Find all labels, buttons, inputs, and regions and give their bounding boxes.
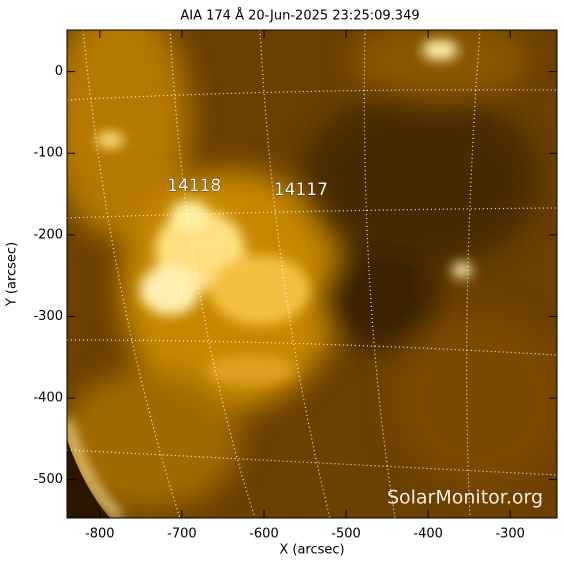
x-tick-label: -800: [85, 527, 115, 542]
y-tick-label: -200: [33, 227, 63, 242]
x-tick-label: -300: [495, 527, 525, 542]
plot-frame: [66, 29, 558, 519]
y-tick-label: -100: [33, 146, 63, 161]
y-axis-label: Y (arcsec): [5, 242, 20, 307]
x-tick-label: -700: [167, 527, 197, 542]
y-tick-label: -300: [33, 309, 63, 324]
region-label: 14118: [167, 176, 221, 196]
y-tick-label: -400: [33, 391, 63, 406]
region-label: 14117: [274, 180, 328, 200]
x-tick-label: -600: [249, 527, 279, 542]
x-axis-label: X (arcsec): [279, 543, 344, 558]
x-tick-label: -400: [413, 527, 443, 542]
x-tick-label: -500: [331, 527, 361, 542]
coordinate-grid: [67, 30, 557, 518]
y-tick-label: 0: [55, 64, 63, 79]
y-tick-label: -500: [33, 472, 63, 487]
chart-title: AIA 174 Å 20-Jun-2025 23:25:09.349: [180, 8, 419, 24]
solar-image: [67, 30, 557, 518]
watermark: SolarMonitor.org: [387, 487, 543, 509]
